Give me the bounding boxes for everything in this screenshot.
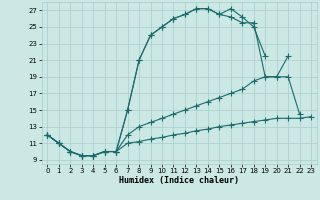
X-axis label: Humidex (Indice chaleur): Humidex (Indice chaleur) xyxy=(119,176,239,185)
